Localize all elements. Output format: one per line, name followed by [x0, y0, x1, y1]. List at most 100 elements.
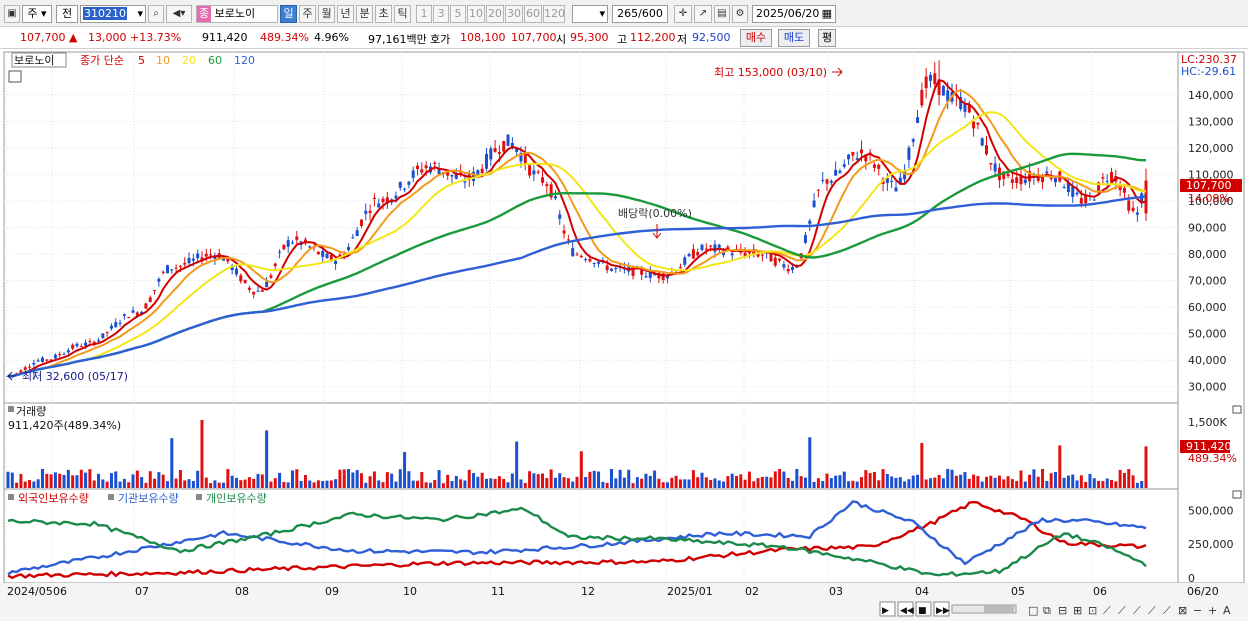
interval-120[interactable]: 120	[543, 5, 565, 23]
save-icon[interactable]: ▤	[714, 5, 730, 23]
volume-bar	[403, 451, 407, 488]
volume-bar	[1140, 481, 1144, 488]
low-value: 92,500	[692, 31, 731, 44]
candle-body	[295, 236, 299, 240]
market-select[interactable]: 주 ▾	[22, 5, 52, 23]
xtick-label: 02	[745, 585, 759, 598]
volume-bar	[230, 475, 234, 488]
volume-bar	[476, 476, 480, 488]
volume-bar	[372, 471, 376, 488]
holding-legend-handle	[108, 494, 114, 500]
period-4[interactable]: 분	[356, 5, 373, 23]
volume-bar	[872, 471, 876, 488]
speaker-icon[interactable]: ◀▾	[166, 5, 192, 23]
volume-bar	[700, 472, 704, 488]
nav-tool-icon-10: ⊠	[1178, 604, 1187, 617]
date-field[interactable]: 2025/06/20 ▦	[752, 5, 836, 23]
interval-10[interactable]: 10	[467, 5, 485, 23]
code-input[interactable]: 310210 ▾	[80, 5, 146, 23]
prev-button[interactable]: 전	[56, 5, 78, 23]
gear-icon[interactable]: ⚙	[732, 5, 748, 23]
volume-bar	[66, 469, 70, 488]
sell-button[interactable]: 매도	[778, 29, 810, 47]
volume-bar	[174, 478, 178, 488]
holding-line-0	[7, 500, 1147, 580]
candle-body	[778, 258, 782, 261]
window-icon[interactable]: ▣	[4, 5, 20, 23]
nav-tool-icon-11: −	[1193, 604, 1202, 617]
candle-body	[230, 265, 234, 271]
candle-body	[1097, 182, 1101, 193]
xaxis-bg	[0, 583, 1248, 621]
interval-3[interactable]: 3	[433, 5, 449, 23]
ask-label: 호가	[430, 33, 451, 46]
buy-button[interactable]: 매수	[740, 29, 772, 47]
xtick-label: 06	[1093, 585, 1107, 598]
change-text: 13,000	[88, 31, 127, 44]
ytick-label: 70,000	[1188, 275, 1227, 288]
turnover-value: 4.96%	[314, 31, 349, 44]
candle-body	[329, 254, 333, 261]
period-2[interactable]: 월	[318, 5, 335, 23]
period-0[interactable]: 일	[280, 5, 297, 23]
period-5[interactable]: 초	[375, 5, 392, 23]
volume-bar	[1075, 480, 1079, 488]
interval-5[interactable]: 5	[450, 5, 466, 23]
volume-bar	[75, 475, 79, 488]
volume-bar	[187, 479, 191, 488]
candle-body	[385, 197, 389, 204]
candle-body	[980, 138, 984, 146]
volume-bar	[84, 472, 88, 488]
volume-bar	[148, 471, 152, 488]
eval-button[interactable]: 평	[818, 29, 836, 47]
volume-bar	[265, 430, 269, 488]
interval-30[interactable]: 30	[505, 5, 523, 23]
volume-bar	[153, 478, 157, 488]
chevron-down-icon: ▾	[599, 7, 605, 20]
candle-body	[196, 253, 200, 259]
crosshair-icon[interactable]: ✛	[674, 5, 692, 23]
candle-body	[265, 281, 269, 288]
volume-bar	[71, 475, 75, 488]
candle-body	[911, 139, 915, 142]
ask-value: 108,100	[460, 31, 506, 44]
volume-bar	[911, 475, 915, 488]
period-6[interactable]: 틱	[394, 5, 411, 23]
volume-bar	[295, 469, 299, 488]
interval-dropdown[interactable]: ▾	[572, 5, 608, 23]
stock-name-field[interactable]: 종 보로노이	[196, 5, 278, 23]
volume-bar	[890, 476, 894, 488]
volume-bar	[269, 481, 273, 488]
candle-body	[407, 181, 411, 185]
volume-bar	[657, 478, 661, 488]
interval-60[interactable]: 60	[524, 5, 542, 23]
chart-area[interactable]: 140,000 130,000 120,000 110,000 100,000 90,00…	[0, 50, 1248, 621]
candle-body	[278, 251, 282, 253]
interval-20[interactable]: 20	[486, 5, 504, 23]
candle-body	[234, 268, 238, 275]
candle-body	[553, 196, 557, 199]
ytick-label: 40,000	[1188, 354, 1227, 367]
interval-1[interactable]: 1	[416, 5, 432, 23]
candle-body	[683, 257, 687, 265]
chart-svg[interactable]: 140,000 130,000 120,000 110,000 100,000 90,00…	[0, 50, 1248, 621]
volume-bar	[661, 482, 665, 488]
candle-body	[821, 179, 825, 181]
volume-bar	[101, 479, 105, 488]
candle-body	[709, 245, 713, 247]
volume-bar	[860, 477, 863, 488]
candle-body	[75, 343, 79, 347]
volume-bar	[920, 442, 924, 488]
draw-tool-icon[interactable]: ↗	[694, 5, 712, 23]
search-icon[interactable]: ⌕	[148, 5, 164, 23]
holding-close-icon	[1232, 490, 1242, 499]
volume-bar	[510, 473, 514, 488]
count-field[interactable]: 265/600	[612, 5, 668, 23]
period-1[interactable]: 주	[299, 5, 316, 23]
period-3[interactable]: 년	[337, 5, 354, 23]
candle-body	[411, 170, 415, 178]
candle-body	[756, 252, 760, 257]
low-annotation: 최저 32,600 (05/17)	[22, 370, 128, 383]
candle-body	[1045, 171, 1049, 174]
quote-bar: 107,700 ▲ 13,000 +13.73% 911,420 489.34%…	[0, 28, 1248, 49]
